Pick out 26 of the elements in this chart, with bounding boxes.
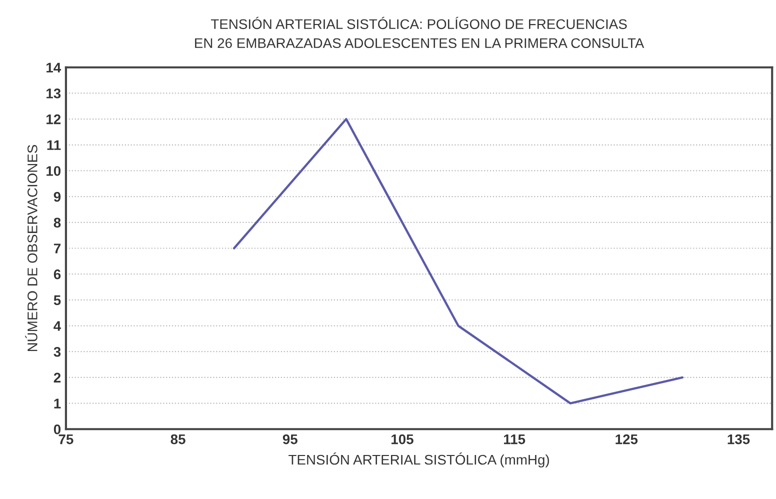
y-axis-title: NÚMERO DE OBSERVACIONES bbox=[25, 144, 38, 352]
x-tick-label: 135 bbox=[728, 434, 750, 444]
y-tick-label: 1 bbox=[54, 398, 61, 408]
y-tick-label: 10 bbox=[46, 166, 61, 176]
x-tick-label: 85 bbox=[170, 434, 186, 444]
y-tick-label: 0 bbox=[54, 424, 61, 434]
x-axis-title: TENSIÓN ARTERIAL SISTÓLICA (mmHg) bbox=[288, 452, 549, 468]
x-tick-label: 115 bbox=[504, 434, 526, 444]
line-series bbox=[232, 118, 684, 404]
y-tick-label: 7 bbox=[54, 244, 60, 254]
y-tick-label: 4 bbox=[54, 321, 62, 331]
y-tick-label: 3 bbox=[54, 346, 61, 357]
x-tick-label: 105 bbox=[392, 434, 414, 444]
x-tick-label: 125 bbox=[616, 434, 638, 444]
x-tick-label: 75 bbox=[58, 434, 74, 444]
chart-title: TENSIÓN ARTERIAL SISTÓLICA: POLÍGONO DE FRECUENCIAS EN 26 EMBARAZADAS ADOLESCENTES EN LA PRIMERA CONSULTA bbox=[195, 16, 644, 48]
y-tick-label: 13 bbox=[46, 88, 61, 98]
y-tick-label: 5 bbox=[54, 295, 61, 306]
y-tick-label: 12 bbox=[46, 114, 61, 124]
y-tick-label: 14 bbox=[46, 62, 62, 72]
y-tick-label: 2 bbox=[54, 372, 61, 382]
y-tick-label: 8 bbox=[54, 218, 61, 228]
y-tick-label: 6 bbox=[54, 269, 61, 280]
y-tick-label: 11 bbox=[47, 140, 61, 150]
x-tick-label: 95 bbox=[282, 434, 298, 444]
y-tick-label: 9 bbox=[54, 192, 61, 202]
